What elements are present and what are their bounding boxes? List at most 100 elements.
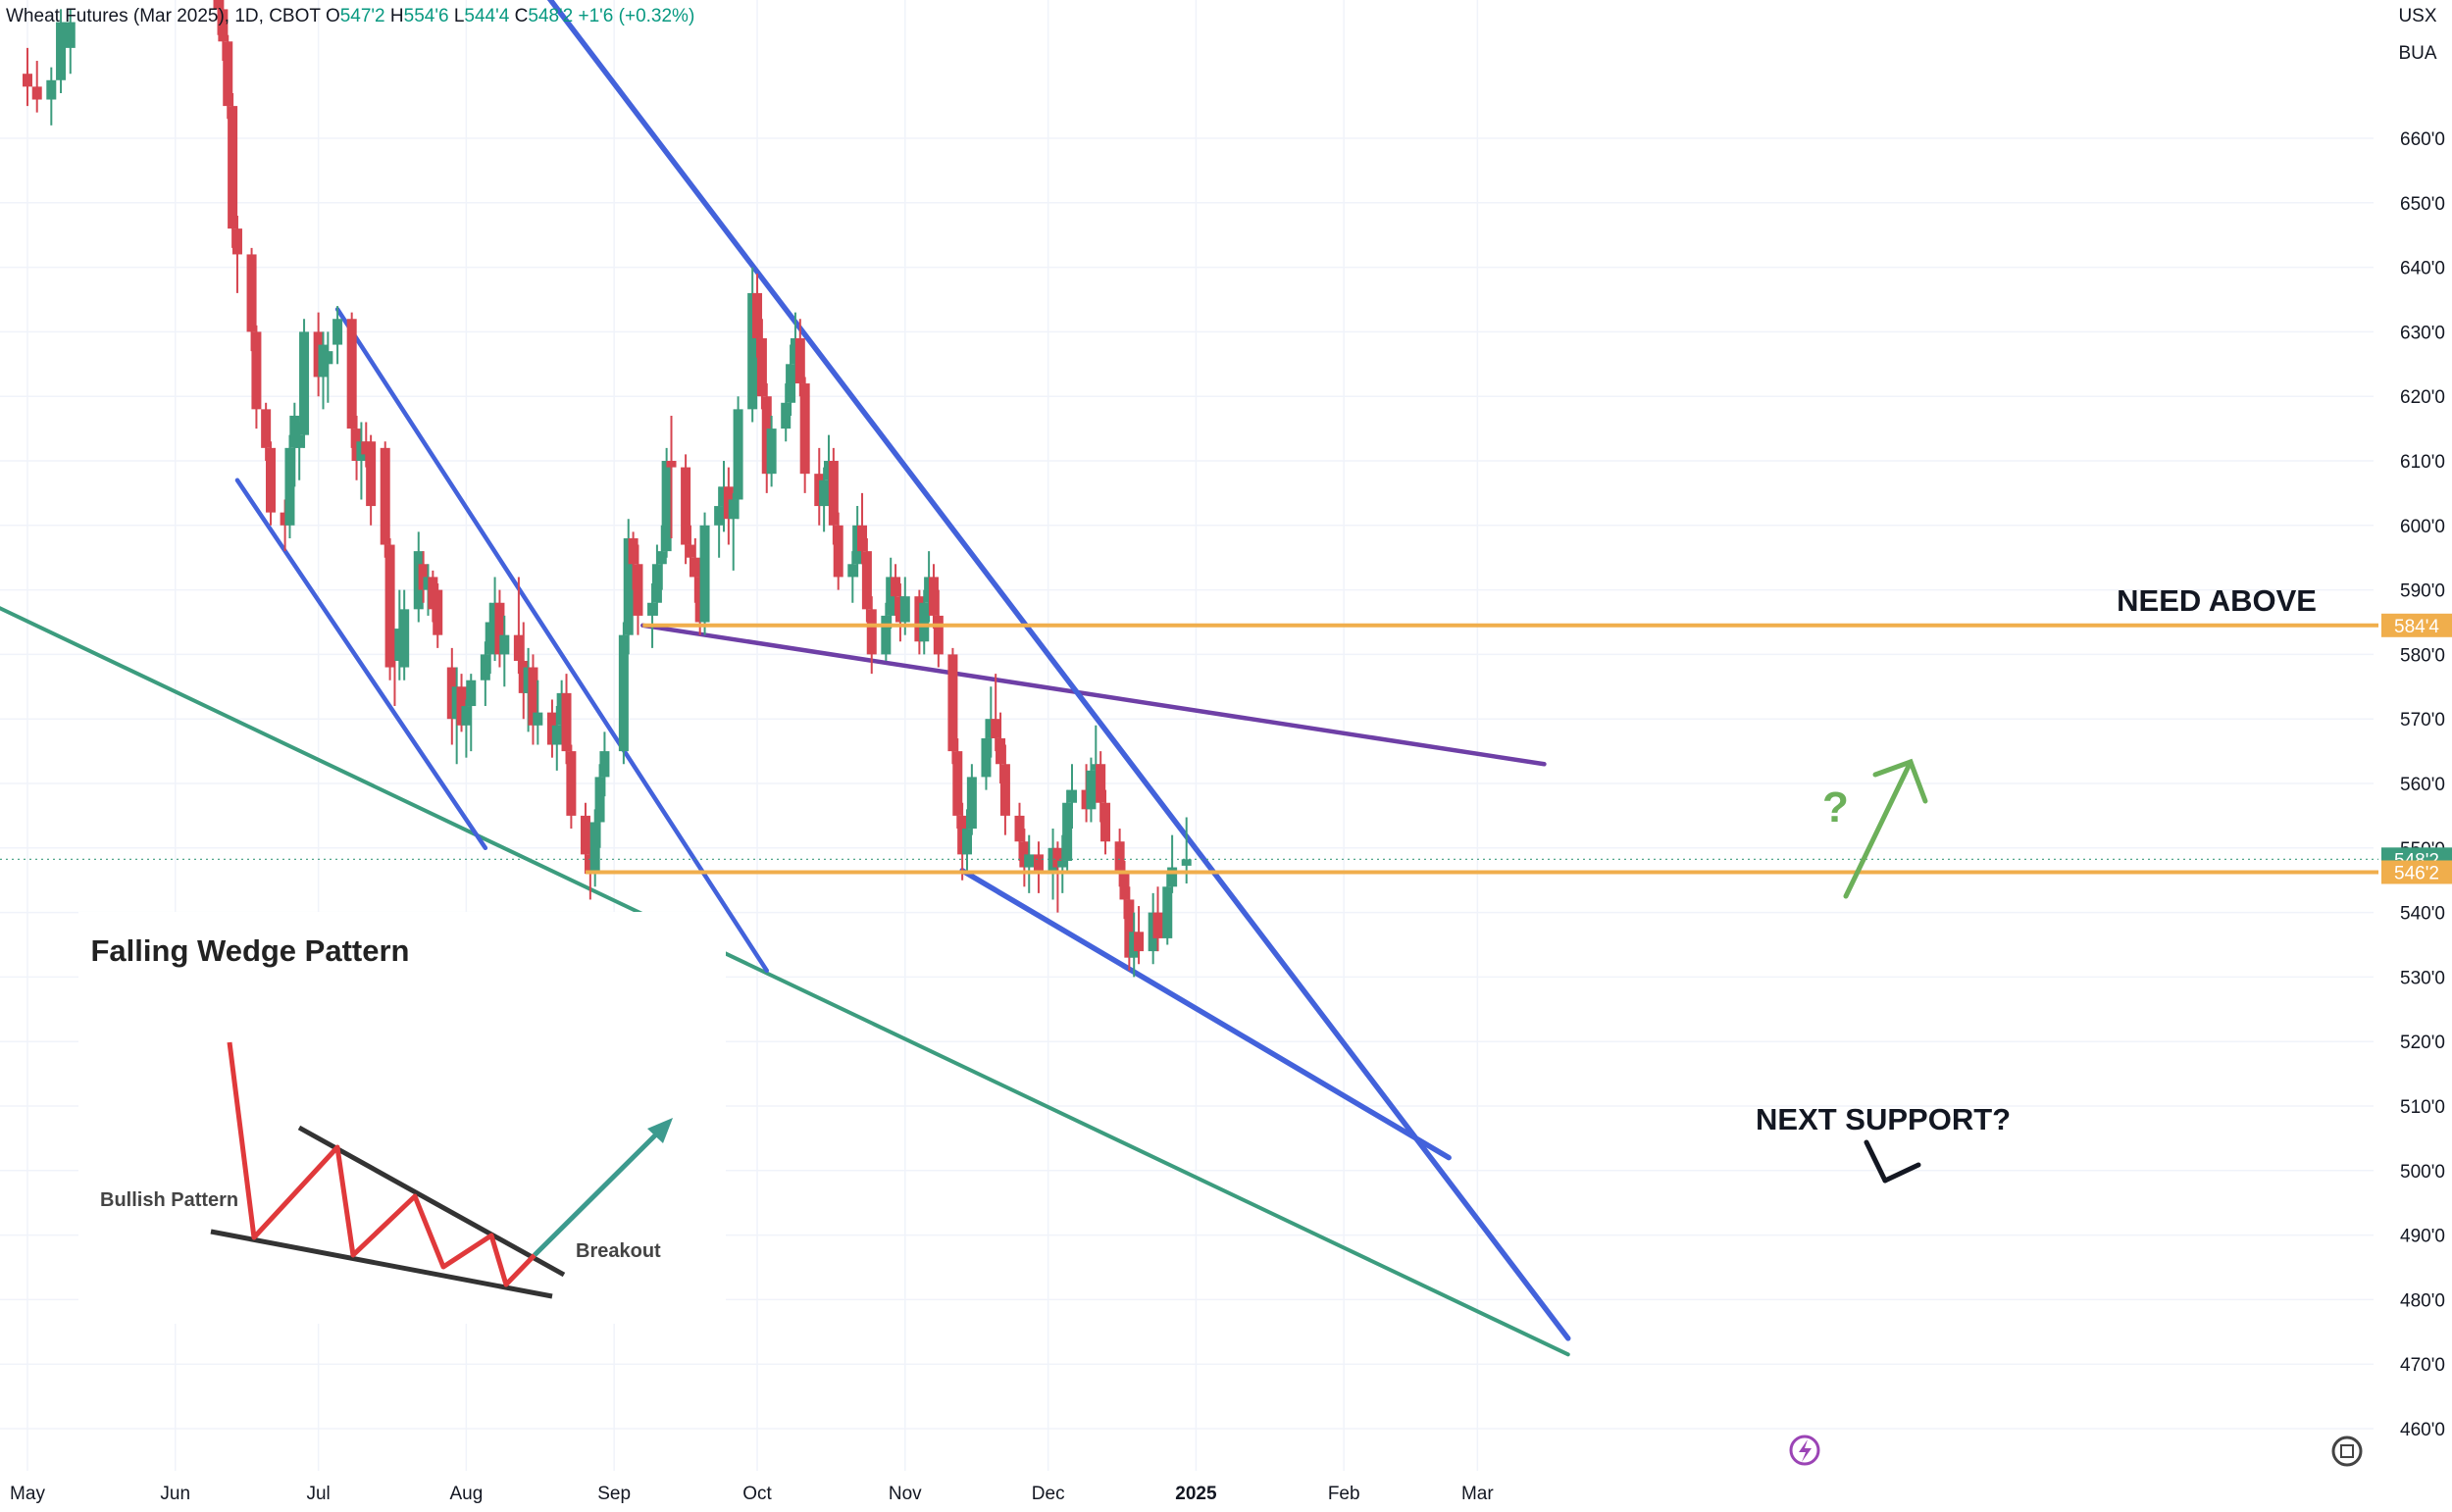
candle bbox=[56, 9, 67, 93]
candle-body bbox=[766, 428, 777, 475]
candle-body bbox=[828, 461, 839, 526]
snapshot-icon[interactable] bbox=[1789, 1435, 1820, 1466]
candle-body bbox=[466, 680, 477, 707]
candle-body bbox=[366, 441, 377, 507]
candle-body bbox=[999, 764, 1010, 816]
candle-body bbox=[891, 577, 901, 597]
candle-body bbox=[996, 737, 1006, 765]
candle-body bbox=[714, 506, 725, 526]
candle-body bbox=[261, 409, 272, 448]
price-label-bg bbox=[2381, 613, 2452, 637]
candle-body bbox=[231, 228, 242, 255]
candle-body bbox=[528, 667, 538, 726]
candle bbox=[1033, 841, 1044, 893]
candle bbox=[566, 744, 577, 830]
candle bbox=[633, 544, 643, 635]
candle-body bbox=[1096, 764, 1106, 803]
time-axis[interactable]: May Jun Jul Aug Sep Oct Nov Dec 2025 Feb Mar bbox=[0, 1471, 2452, 1512]
candle-body bbox=[747, 292, 758, 410]
candle bbox=[947, 647, 958, 765]
wedge-lower-line bbox=[210, 1229, 553, 1299]
candle bbox=[433, 583, 443, 648]
candle-body bbox=[223, 41, 233, 107]
candle-body bbox=[480, 654, 490, 680]
candle bbox=[594, 764, 605, 848]
price-label-text: 584'4 bbox=[2394, 617, 2439, 637]
candle bbox=[231, 215, 242, 293]
candle-body bbox=[786, 364, 796, 403]
candle bbox=[666, 415, 677, 538]
price-label-badge: 584'4 bbox=[2381, 613, 2452, 637]
candle-body bbox=[513, 634, 524, 661]
candle bbox=[747, 267, 758, 423]
wedge-upper-line bbox=[546, 0, 1571, 1341]
candle-body bbox=[628, 537, 639, 565]
candle-body bbox=[1134, 932, 1145, 952]
candle-body bbox=[833, 525, 843, 578]
candle bbox=[399, 589, 410, 680]
candle-body bbox=[1086, 770, 1097, 810]
candle-body bbox=[1114, 841, 1125, 875]
candle-body bbox=[384, 544, 395, 668]
candle-body bbox=[299, 331, 310, 435]
candle-body bbox=[485, 622, 495, 655]
price-axis[interactable]: 660'0 650'0 640'0 630'0 620'0 610'0 600'0 590'0… bbox=[2378, 0, 2452, 1471]
candle-body bbox=[289, 415, 300, 448]
candle-body bbox=[246, 254, 257, 332]
y-tick-label: 500'0 bbox=[2400, 1162, 2445, 1183]
next-support-label: NEXT SUPPORT? bbox=[1756, 1102, 2011, 1136]
breakout-arrowhead-icon bbox=[647, 1118, 673, 1143]
candle bbox=[461, 699, 472, 758]
x-tick-label: Jul bbox=[306, 1484, 330, 1504]
x-tick-label: Aug bbox=[449, 1484, 483, 1504]
candle-body bbox=[31, 86, 42, 100]
low-label: L bbox=[453, 6, 465, 26]
candle bbox=[323, 331, 333, 403]
x-tick-label: May bbox=[10, 1484, 45, 1504]
candle bbox=[31, 61, 42, 113]
x-tick-label: Mar bbox=[1461, 1484, 1494, 1504]
candle-body bbox=[499, 634, 510, 655]
candle-body bbox=[1181, 859, 1192, 866]
chart-header: Wheat Futures (Mar 2025), 1D, CBOT O547'… bbox=[6, 6, 694, 27]
candle-body bbox=[551, 725, 562, 745]
candle-body bbox=[533, 712, 543, 726]
candle bbox=[284, 434, 295, 538]
price-label-text: 546'2 bbox=[2394, 863, 2439, 883]
next-support-arrow-icon bbox=[1864, 1139, 1921, 1184]
candle-body bbox=[962, 829, 973, 855]
candle-body bbox=[1052, 847, 1063, 868]
candle-body bbox=[294, 434, 305, 448]
candle-body bbox=[1152, 912, 1163, 938]
open-value: 547'2 bbox=[339, 6, 385, 26]
currency-button[interactable]: USX bbox=[2383, 6, 2452, 27]
candle-body bbox=[380, 447, 390, 545]
x-tick-label: Nov bbox=[889, 1484, 922, 1504]
need-above-label: NEED ABOVE bbox=[2117, 583, 2317, 618]
resistance-trendline bbox=[640, 623, 1547, 767]
price-label-bg bbox=[2381, 860, 2452, 884]
candle bbox=[266, 441, 277, 526]
x-tick-label: Oct bbox=[742, 1484, 772, 1504]
candle bbox=[561, 674, 572, 765]
candle-body bbox=[933, 615, 944, 655]
candle bbox=[618, 622, 629, 765]
y-tick-label: 620'0 bbox=[2400, 387, 2445, 408]
candle bbox=[1066, 764, 1077, 830]
close-value: 548'2 bbox=[528, 6, 574, 26]
unit-button[interactable]: BUA bbox=[2383, 43, 2452, 65]
y-tick-label: 560'0 bbox=[2400, 775, 2445, 795]
clock-icon[interactable] bbox=[2331, 1436, 2363, 1467]
long-support-trendline bbox=[0, 606, 1570, 1357]
candle-body bbox=[651, 564, 662, 603]
candle-body bbox=[928, 577, 939, 616]
price-axis-bg bbox=[2378, 0, 2452, 1471]
candle bbox=[528, 654, 538, 745]
candle-body bbox=[1124, 899, 1135, 958]
bullish-pattern-label: Bullish Pattern bbox=[100, 1189, 238, 1211]
candle-body bbox=[656, 551, 667, 565]
candle bbox=[1134, 906, 1145, 965]
candle bbox=[966, 764, 977, 835]
x-tick-label: Sep bbox=[597, 1484, 631, 1504]
candle bbox=[251, 325, 262, 429]
